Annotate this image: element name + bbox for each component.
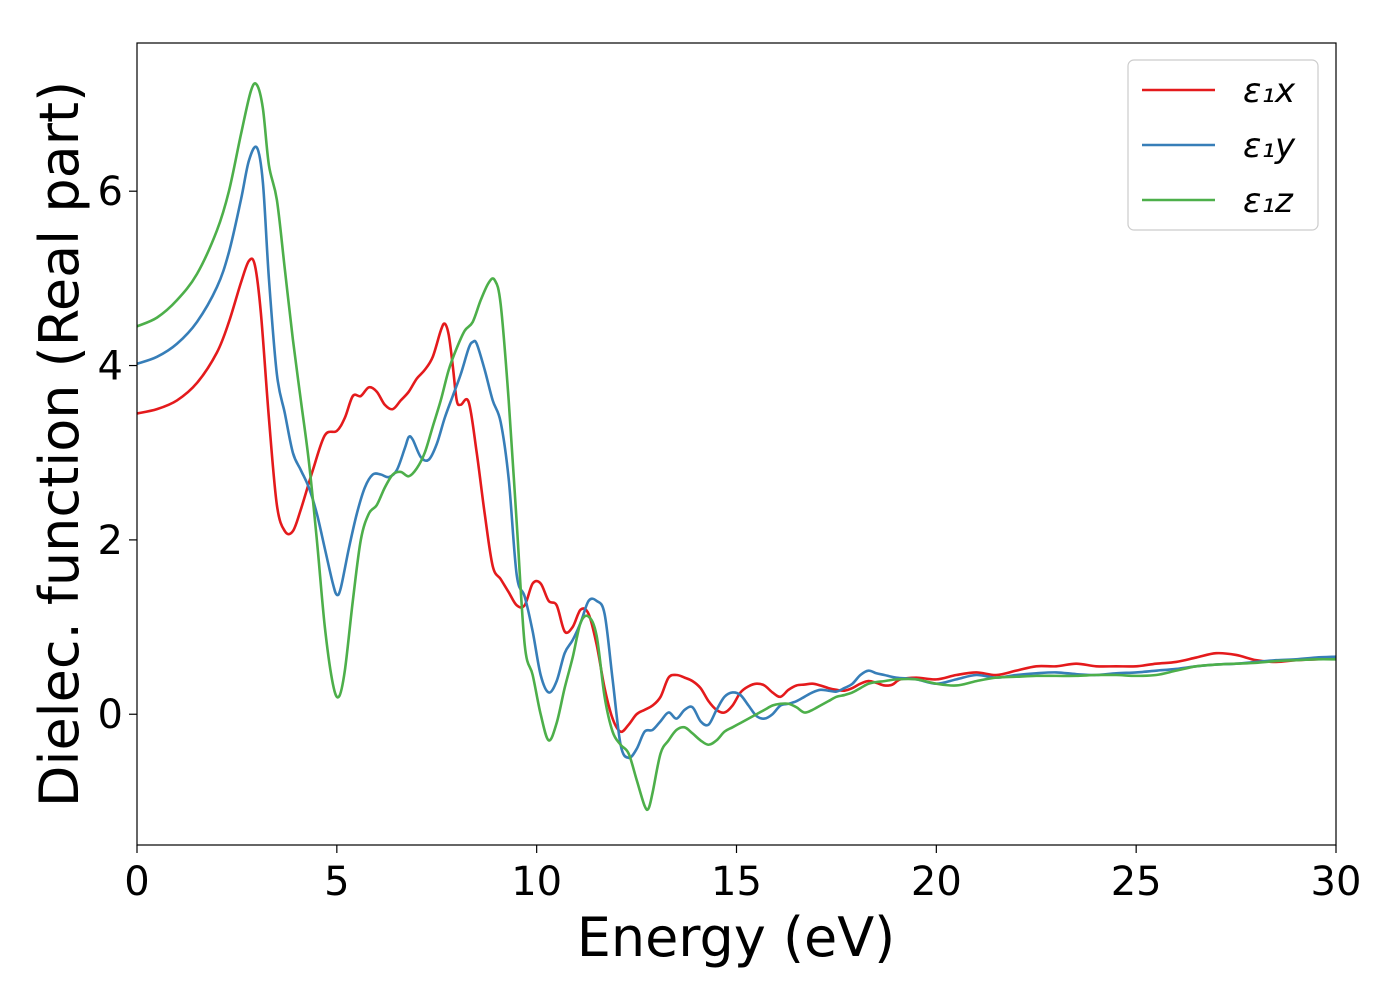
legend-label-2: ε₁y: [1243, 126, 1296, 166]
legend-label-1: ε₁x: [1243, 71, 1296, 111]
y-tick-label: 6: [98, 169, 123, 215]
x-tick-label: 25: [1111, 859, 1162, 905]
y-tick-label: 2: [98, 518, 123, 564]
series-line-2: [137, 145, 1336, 760]
y-tick-label: 4: [98, 344, 123, 390]
y-tick-label: 0: [98, 692, 123, 738]
y-axis: 0 2 4 6: [98, 169, 137, 738]
series-line-1: [137, 257, 1336, 734]
x-tick-label: 0: [124, 859, 149, 905]
legend: ε₁x ε₁y ε₁z: [1127, 59, 1319, 231]
x-tick-label: 10: [511, 859, 562, 905]
series-line-3: [137, 82, 1336, 812]
x-tick-label: 15: [711, 859, 762, 905]
x-tick-label: 5: [324, 859, 349, 905]
x-axis-label: Energy (eV): [577, 906, 896, 969]
x-tick-label: 20: [911, 859, 962, 905]
series-layer: [137, 82, 1336, 812]
y-axis-label: Dielec. function (Real part): [28, 81, 91, 807]
x-tick-label: 30: [1311, 859, 1362, 905]
legend-label-3: ε₁z: [1243, 181, 1294, 221]
legend-box: [1127, 59, 1319, 231]
x-axis: 0 5 10 15 20 25 30: [124, 845, 1361, 905]
